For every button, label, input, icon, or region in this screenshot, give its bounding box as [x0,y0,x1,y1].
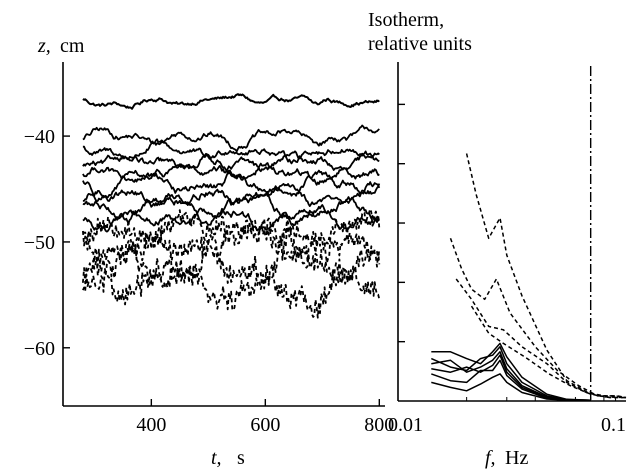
right-x-tick-label: 0.01 [388,414,423,436]
left-y-tick-label: −40 [24,126,55,148]
right-series-line [449,238,627,399]
right-ticks: 0.01 0.1 [388,103,626,436]
left-y-tick-label: −50 [24,232,55,254]
right-title-line-1: Isotherm, [368,9,444,31]
left-panel: 400 600 800 −40 −50 −60 z, cm t, s [24,35,395,469]
right-series-line [431,373,591,402]
left-series-line [82,138,380,165]
left-y-label-unit: cm [60,35,85,57]
left-series-line [82,162,380,186]
left-y-label-var: z, [37,35,51,57]
left-x-tick-label: 800 [364,414,394,436]
left-series-line [82,204,380,233]
right-series-line [431,342,591,402]
right-series-group [430,153,627,402]
left-series-line [82,181,381,208]
right-panel: Isotherm, relative units 0.01 0.1 f, Hz [368,9,627,469]
left-series-line [82,219,381,267]
left-ticks: 400 600 800 −40 −50 −60 [24,126,395,436]
left-series-line [82,225,381,290]
left-series-line [82,169,381,203]
left-series-line [82,258,381,319]
right-series-line [455,278,627,399]
right-title-line-2: relative units [368,33,472,55]
left-y-tick-label: −60 [24,338,55,360]
left-series-line [82,93,380,110]
left-x-label-var: t, [211,447,222,469]
right-series-line [470,305,626,399]
left-series-line [82,124,380,153]
right-x-label-unit: Hz [505,447,528,469]
left-x-tick-label: 600 [250,414,280,436]
right-x-label-var: f, [485,447,496,469]
left-series-group [82,93,381,319]
right-x-tick-label: 0.1 [601,414,626,436]
left-x-label-unit: s [237,447,245,469]
left-x-tick-label: 400 [136,414,166,436]
left-series-line [82,150,380,173]
